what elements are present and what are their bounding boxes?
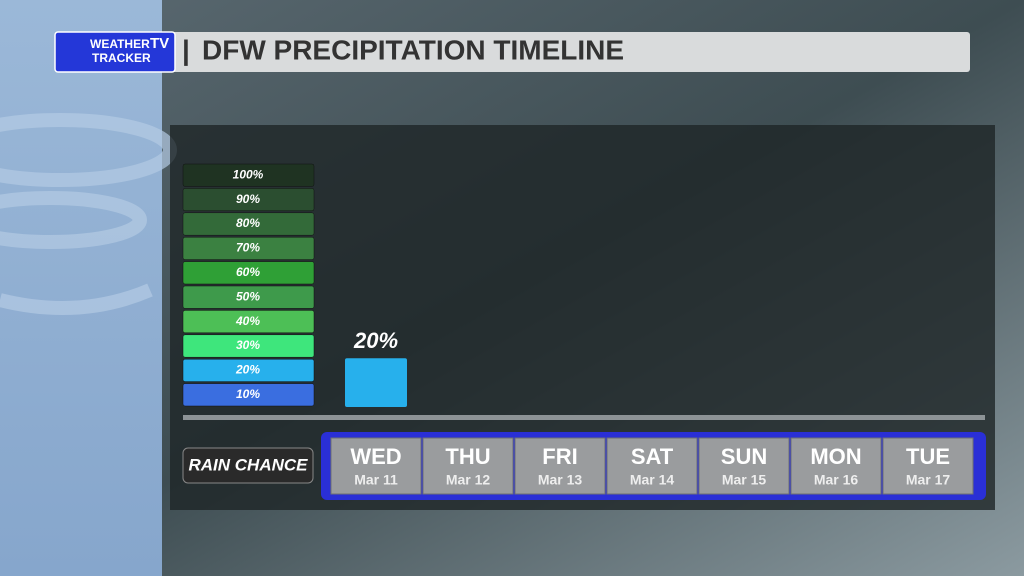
x-tick-label: TUE — [906, 444, 950, 469]
x-tick-date: Mar 16 — [814, 472, 859, 488]
day-box — [514, 437, 606, 495]
x-tick-date: Mar 15 — [722, 472, 767, 488]
day-box — [790, 437, 882, 495]
y-tick-label: 80% — [236, 216, 260, 230]
x-tick-date: Mar 13 — [538, 472, 583, 488]
separator: | — [182, 34, 190, 65]
row-label: RAIN CHANCE — [189, 455, 309, 474]
day-box — [422, 437, 514, 495]
title-bar — [160, 32, 970, 72]
day-box — [606, 437, 698, 495]
day-box — [882, 437, 974, 495]
y-tick-label: 40% — [235, 314, 260, 328]
row-label-box — [182, 447, 314, 484]
bar — [345, 358, 407, 407]
x-tick-date: Mar 11 — [354, 472, 398, 488]
chart-title: DFW PRECIPITATION TIMELINE — [202, 34, 624, 65]
x-tick-label: WED — [350, 444, 401, 469]
x-tick-label: MON — [810, 444, 861, 469]
x-tick-label: SAT — [631, 444, 674, 469]
y-tick-label: 60% — [236, 265, 260, 279]
scale-key — [182, 236, 315, 260]
scale-key — [182, 188, 315, 212]
scale-key — [182, 285, 315, 309]
y-tick-label: 90% — [236, 192, 260, 206]
scale-key — [182, 334, 315, 358]
day-box — [698, 437, 790, 495]
value-label: 20% — [353, 328, 398, 353]
side-panel — [0, 0, 162, 576]
y-tick-label: 20% — [235, 363, 260, 377]
scale-key — [182, 383, 315, 407]
x-tick-label: THU — [445, 444, 490, 469]
x-tick-date: Mar 17 — [906, 472, 951, 488]
y-tick-label: 30% — [236, 338, 260, 352]
brand-badge: TV — [150, 35, 169, 52]
x-tick-date: Mar 14 — [630, 472, 675, 488]
scale-key — [182, 212, 315, 236]
y-tick-label: 100% — [233, 167, 264, 181]
scale-key — [182, 310, 315, 334]
y-tick-label: 70% — [236, 241, 260, 255]
brand-name: WEATHER — [90, 37, 150, 51]
baseline — [183, 415, 985, 420]
y-tick-label: 10% — [236, 387, 260, 401]
x-tick-date: Mar 12 — [446, 472, 491, 488]
scale-key — [182, 358, 315, 382]
logo — [54, 31, 176, 73]
day-box — [330, 437, 422, 495]
x-tick-label: FRI — [542, 444, 577, 469]
brand-sub: TRACKER — [92, 51, 151, 65]
y-tick-label: 50% — [236, 289, 260, 303]
scale-key — [182, 261, 315, 285]
x-tick-label: SUN — [721, 444, 767, 469]
scale-key — [182, 163, 315, 187]
